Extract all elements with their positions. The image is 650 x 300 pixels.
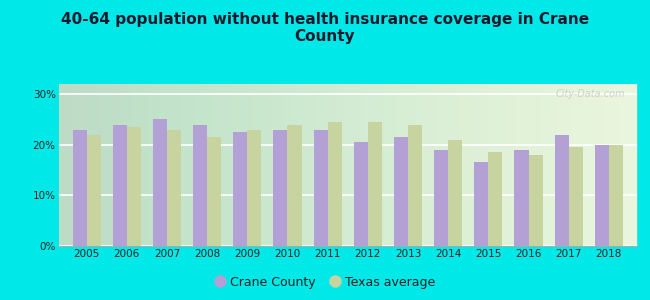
Bar [474,163,488,246]
Bar [127,127,141,246]
Bar [153,119,167,246]
Bar [488,152,502,246]
Bar [569,147,583,246]
Text: 40-64 population without health insurance coverage in Crane
County: 40-64 population without health insuranc… [61,12,589,44]
Bar [167,130,181,246]
Bar [328,122,342,246]
Bar [86,135,101,246]
Bar [554,135,569,246]
Bar [354,142,368,246]
Bar [434,150,448,246]
Legend: Crane County, Texas average: Crane County, Texas average [209,271,441,294]
Bar [528,155,543,246]
Bar [73,130,86,246]
Bar [408,124,422,246]
Bar [609,145,623,246]
Text: City-Data.com: City-Data.com [556,89,625,99]
Bar [274,130,287,246]
Bar [368,122,382,246]
Bar [514,150,528,246]
Bar [193,124,207,246]
Bar [448,140,462,246]
Bar [595,145,609,246]
Bar [207,137,221,246]
Bar [247,130,261,246]
Bar [233,132,247,246]
Bar [112,124,127,246]
Bar [313,130,328,246]
Bar [394,137,408,246]
Bar [287,124,302,246]
